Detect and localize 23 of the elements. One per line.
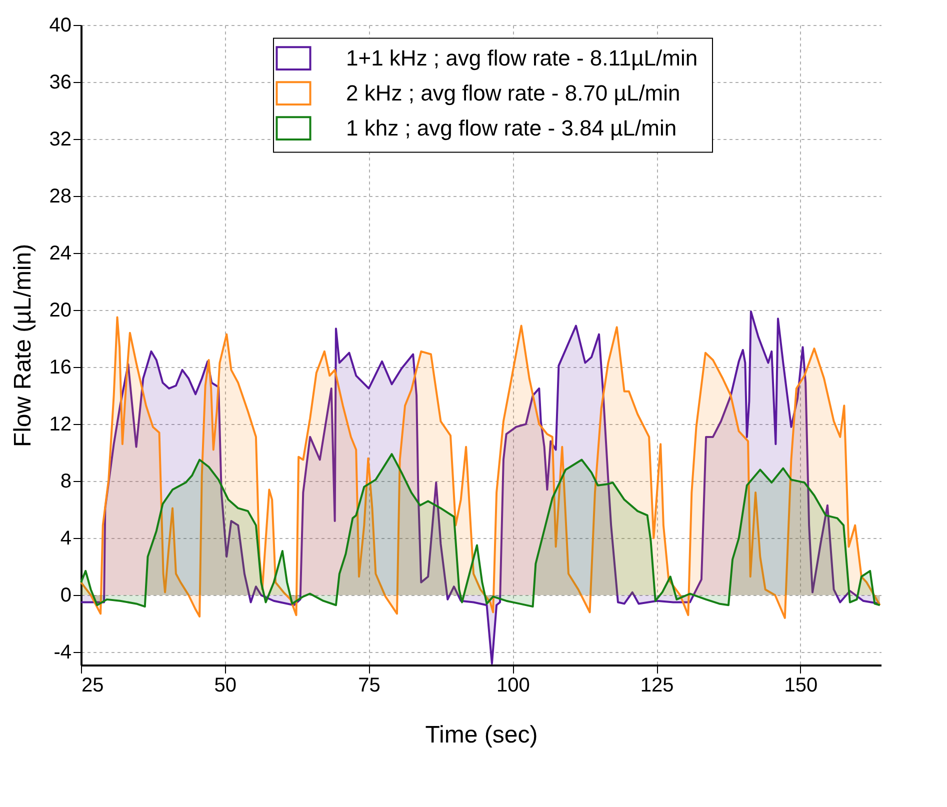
x-tick-label: 25 xyxy=(82,674,104,696)
y-tick-label: -4 xyxy=(54,642,72,664)
y-tick-label: 20 xyxy=(49,300,72,322)
x-tick-label: 150 xyxy=(784,674,818,696)
y-tick-label: 8 xyxy=(60,470,72,493)
y-tick-label: 28 xyxy=(49,186,72,208)
x-axis-title: Time (sec) xyxy=(425,722,538,748)
y-tick-label: 4 xyxy=(60,528,72,550)
x-tick-label: 100 xyxy=(496,674,530,696)
y-tick-label: 24 xyxy=(49,242,72,265)
y-tick-label: 0 xyxy=(60,584,72,607)
legend-label: 2 kHz ; avg flow rate - 8.70 µL/min xyxy=(346,80,680,106)
y-tick-label: 36 xyxy=(49,72,72,94)
legend-label: 1 khz ; avg flow rate - 3.84 µL/min xyxy=(346,115,677,140)
x-tick-label: 75 xyxy=(358,674,380,696)
legend-label: 1+1 kHz ; avg flow rate - 8.11µL/min xyxy=(346,45,698,70)
x-tick-label: 125 xyxy=(640,674,674,696)
y-tick-label: 16 xyxy=(49,356,72,379)
y-axis-title: Flow Rate (µL/min) xyxy=(9,244,36,448)
y-tick-label: 40 xyxy=(49,14,72,36)
y-tick-label: 12 xyxy=(49,414,72,436)
y-tick-label: 32 xyxy=(49,128,72,151)
x-tick-label: 50 xyxy=(214,674,237,696)
